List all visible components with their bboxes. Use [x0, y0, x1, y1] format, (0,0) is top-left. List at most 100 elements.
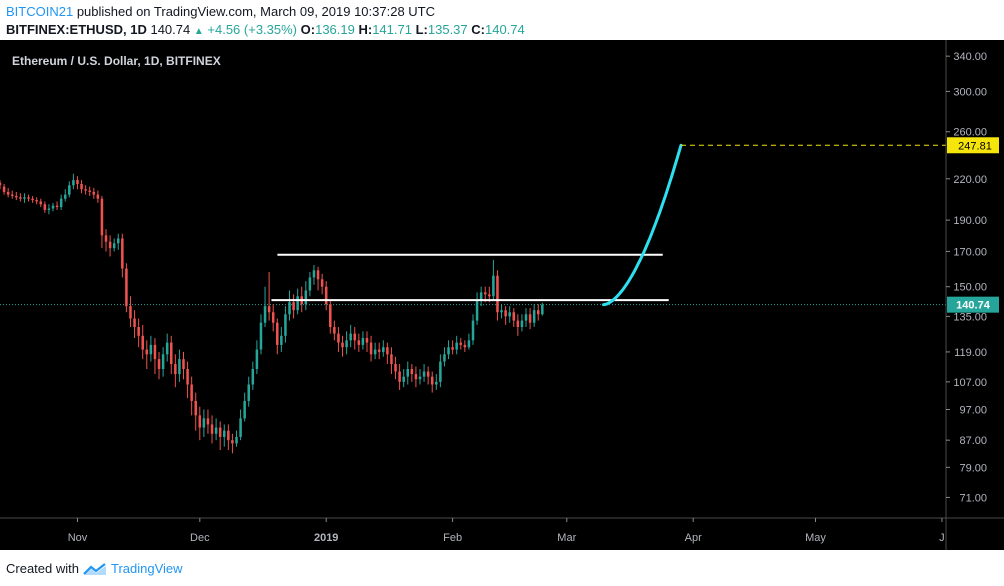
candle-body: [267, 306, 271, 313]
candle-body: [35, 200, 38, 202]
candle-body: [479, 292, 483, 301]
chart-background: [0, 40, 1004, 550]
author-link[interactable]: BITCOIN21: [6, 4, 74, 19]
y-tick-label: 300.00: [953, 86, 987, 98]
candle-body: [430, 376, 434, 385]
candle-body: [88, 190, 91, 192]
candle-body: [15, 195, 18, 198]
candle-body: [202, 418, 206, 428]
candle-body: [341, 342, 344, 348]
candle-body: [483, 292, 487, 295]
candle-body: [536, 310, 540, 315]
candles: [0, 173, 544, 454]
price-change: +4.56 (+3.35%): [207, 22, 298, 37]
candle-body: [247, 384, 250, 401]
candle-body: [508, 312, 511, 317]
candle-body: [206, 418, 210, 425]
y-tick-label: 119.00: [954, 347, 987, 359]
open-label: O:: [300, 22, 316, 37]
candle-body: [194, 400, 197, 416]
candle-body: [165, 342, 169, 355]
candle-body: [288, 302, 291, 315]
candle-body: [243, 400, 246, 419]
candle-body: [471, 320, 475, 341]
x-tick-label: Dec: [190, 532, 210, 544]
candle-body: [80, 183, 83, 190]
candle-body: [133, 318, 136, 328]
candle-body: [210, 424, 214, 434]
candle-body: [239, 418, 242, 437]
publish-text: published on TradingView.com, March 09, …: [76, 4, 436, 19]
candle-body: [504, 310, 507, 317]
candle-body: [121, 238, 124, 269]
candle-body: [47, 208, 51, 210]
candle-body: [2, 186, 6, 192]
candle-body: [112, 243, 116, 249]
candle-body: [84, 189, 87, 191]
candle-body: [402, 376, 405, 382]
x-tick-label: Mar: [557, 532, 576, 544]
candle-body: [316, 270, 320, 280]
candle-body: [125, 268, 128, 307]
y-tick-label: 170.00: [953, 246, 987, 258]
candle-body: [333, 327, 336, 334]
candle-body: [27, 197, 30, 199]
x-tick-label: Nov: [68, 532, 88, 544]
x-tick-label: May: [805, 532, 826, 544]
candle-body: [271, 312, 275, 323]
publish-info: BITCOIN21 published on TradingView.com, …: [6, 4, 435, 19]
candle-body: [349, 333, 352, 341]
y-axis[interactable]: 340.00 300.00 260.00 220.00 190.00 170.00 150.…: [945, 40, 999, 550]
candle-body: [92, 191, 96, 195]
candle-body: [296, 296, 299, 311]
y-tick-label: 340.00: [953, 51, 987, 63]
x-tick-label: 2019: [314, 532, 338, 544]
last-price: 140.74: [150, 22, 191, 37]
candle-body: [414, 374, 418, 380]
candle-body: [308, 277, 312, 291]
candle-body: [516, 320, 520, 328]
candle-body: [76, 180, 79, 184]
candle-body: [488, 294, 491, 297]
candle-body: [439, 361, 442, 382]
candle-body: [394, 364, 397, 372]
candle-body: [251, 369, 255, 385]
candle-body: [255, 349, 259, 370]
candle-body: [528, 314, 532, 323]
candle-body: [337, 333, 340, 343]
price-chart[interactable]: 340.00 300.00 260.00 220.00 190.00 170.00 150.…: [0, 40, 1004, 550]
candle-body: [304, 290, 308, 305]
close-value: 140.74: [484, 22, 525, 37]
y-tick-label: 190.00: [953, 215, 987, 227]
target-price-badge: [947, 137, 999, 154]
candle-body: [169, 342, 173, 365]
candle-body: [382, 347, 385, 352]
x-tick-label: Feb: [443, 532, 462, 544]
candle-body: [63, 194, 67, 199]
candle-body: [467, 340, 471, 348]
candle-body: [524, 314, 528, 321]
up-arrow-icon: ▲: [193, 26, 204, 37]
y-tick-label: 220.00: [953, 174, 987, 186]
candle-body: [361, 338, 365, 345]
candle-body: [129, 306, 132, 319]
tradingview-link[interactable]: TradingView: [110, 561, 183, 576]
target-price-label: 247.81: [958, 140, 992, 152]
candle-body: [198, 415, 202, 428]
candle-body: [0, 182, 2, 186]
candle-body: [108, 241, 112, 249]
candle-body: [410, 369, 414, 375]
candle-body: [292, 302, 295, 311]
x-axis[interactable]: Nov Dec 2019 Feb Mar Apr May J: [0, 517, 1004, 544]
candle-body: [406, 369, 410, 377]
close-label: C:: [471, 22, 485, 37]
candle-body: [19, 197, 22, 199]
candle-body: [231, 440, 234, 444]
y-tick-label: 260.00: [953, 127, 987, 139]
candle-body: [496, 275, 499, 313]
candle-body: [365, 338, 369, 343]
candle-body: [218, 427, 222, 437]
high-value: 141.71: [372, 22, 412, 37]
candle-body: [174, 364, 177, 375]
candle-body: [10, 194, 14, 196]
